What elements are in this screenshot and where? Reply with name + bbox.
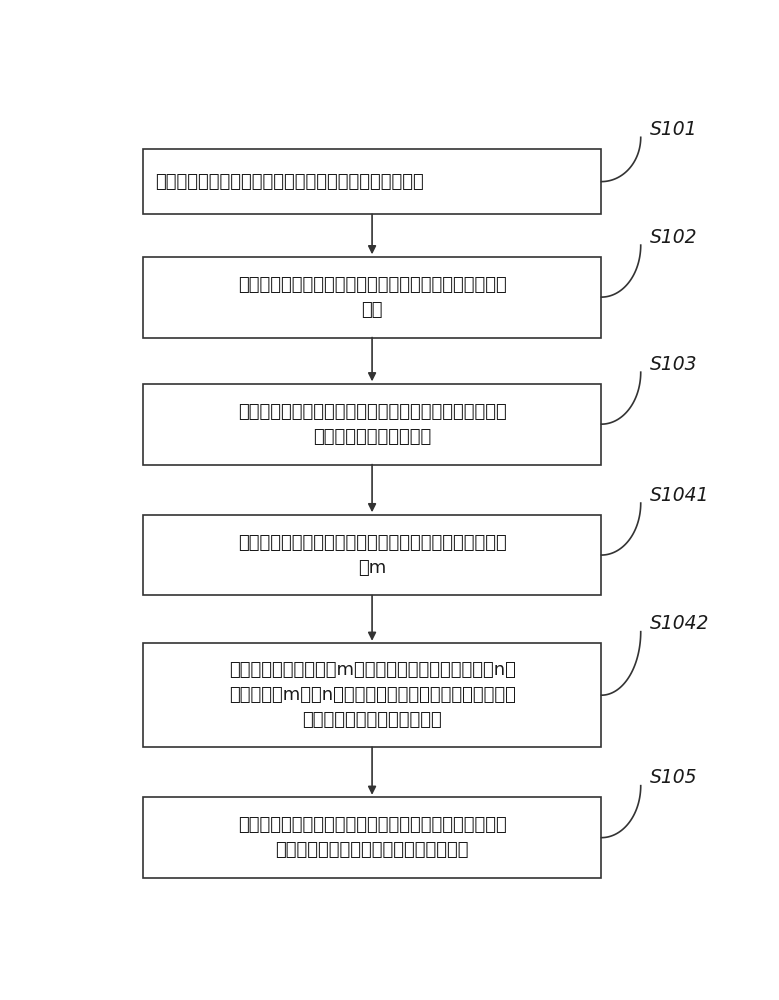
Text: S105: S105 <box>650 768 697 787</box>
Bar <box>143 797 601 878</box>
Text: S102: S102 <box>650 228 697 247</box>
Text: S1041: S1041 <box>650 486 709 505</box>
Text: S101: S101 <box>650 120 697 139</box>
Text: S103: S103 <box>650 355 697 374</box>
Bar <box>143 643 601 747</box>
Text: 计算所述服务器中存储的第一用户相对应的评论回复信息
数m: 计算所述服务器中存储的第一用户相对应的评论回复信息 数m <box>238 534 506 577</box>
Text: 响应于所述第一用户对所述更新提醒消息的触发指令，向
所述第一用户显示更新后的评论回复信息: 响应于所述第一用户对所述更新提醒消息的触发指令，向 所述第一用户显示更新后的评论… <box>238 816 506 859</box>
Bar <box>143 515 601 595</box>
Bar <box>143 257 601 338</box>
Text: 检测第一用户的登录状态，获取所述第一用户的第一用户
标识: 检测第一用户的登录状态，获取所述第一用户的第一用户 标识 <box>238 276 506 319</box>
Bar <box>143 149 601 214</box>
Text: S1042: S1042 <box>650 614 709 633</box>
Bar <box>143 384 601 465</box>
Text: 接收第一用户的评论内容，将所述评论内容上传至服务器: 接收第一用户的评论内容，将所述评论内容上传至服务器 <box>155 173 424 191</box>
Text: 将所述评论回复信息数m与本地存储的评论回复信息数n进
行比较，当m大于n时，对所述本地存储的评论回复信息进
行更新，并发出更新提醒消息: 将所述评论回复信息数m与本地存储的评论回复信息数n进 行比较，当m大于n时，对所… <box>228 661 516 729</box>
Text: 根据所述第一用户标识，获取服务器本地存储的与第一用
户相对应的评论回复信息: 根据所述第一用户标识，获取服务器本地存储的与第一用 户相对应的评论回复信息 <box>238 403 506 446</box>
